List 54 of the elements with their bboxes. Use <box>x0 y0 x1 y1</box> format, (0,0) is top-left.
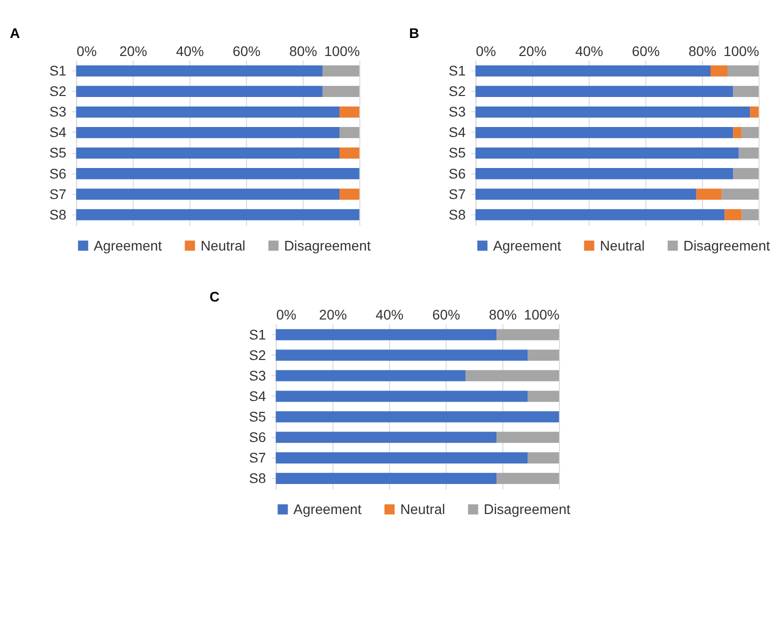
y-tick-label: S1 <box>249 326 266 342</box>
y-tick-label: S5 <box>49 144 67 161</box>
y-tick-label: S4 <box>448 124 466 140</box>
y-tick-label: S1 <box>448 62 466 79</box>
x-tick-label: 80% <box>488 306 517 323</box>
y-tick-label: S6 <box>448 165 466 182</box>
y-tick-label: S3 <box>49 104 67 120</box>
legend-label: Agreement <box>493 237 562 254</box>
x-tick-label: 80% <box>688 43 716 59</box>
y-tick-label: S3 <box>448 104 466 120</box>
x-tick-label: 80% <box>289 43 318 59</box>
x-tick-label: 0% <box>76 43 97 59</box>
y-tick-label: S8 <box>448 206 466 222</box>
legend-label: Neutral <box>400 501 446 518</box>
x-tick-label: 100% <box>524 306 560 323</box>
y-tick-label: S2 <box>49 83 67 100</box>
y-tick-label: S7 <box>448 186 466 202</box>
legend-label: Agreement <box>94 237 162 254</box>
x-tick-label: 40% <box>176 43 204 59</box>
x-tick-label: 100% <box>324 43 360 59</box>
y-tick-label: S7 <box>249 450 266 466</box>
x-tick-label: 60% <box>632 43 660 59</box>
y-tick-label: S5 <box>249 408 266 424</box>
legend-label: Disagreement <box>484 501 570 518</box>
x-tick-label: 60% <box>232 43 260 59</box>
x-tick-label: 0% <box>276 306 296 323</box>
legend-label: Disagreement <box>284 237 371 254</box>
x-tick-label: 40% <box>575 43 604 59</box>
y-tick-label: S1 <box>49 62 67 79</box>
legend-label: Neutral <box>200 237 246 254</box>
x-tick-label: 20% <box>119 43 148 59</box>
y-tick-label: S7 <box>49 186 67 202</box>
y-tick-label: S8 <box>249 470 266 486</box>
chart-title: A <box>10 24 20 41</box>
chart-title: B <box>409 24 420 41</box>
y-tick-label: S3 <box>249 367 266 384</box>
y-tick-label: S8 <box>49 206 67 222</box>
y-tick-label: S5 <box>448 144 466 161</box>
x-tick-label: 40% <box>376 306 404 323</box>
x-tick-label: 100% <box>724 43 760 59</box>
y-tick-label: S4 <box>249 388 266 404</box>
x-tick-label: 20% <box>518 43 546 59</box>
legend-label: Disagreement <box>683 237 770 254</box>
y-tick-label: S2 <box>448 83 466 100</box>
y-tick-label: S4 <box>49 124 67 140</box>
legend-label: Agreement <box>293 501 362 518</box>
y-tick-label: S6 <box>249 428 266 445</box>
chart-title: C <box>210 288 220 305</box>
x-tick-label: 0% <box>476 43 496 59</box>
legend-label: Neutral <box>600 237 645 254</box>
y-tick-label: S6 <box>49 165 67 182</box>
y-tick-label: S2 <box>249 346 266 363</box>
x-tick-label: 20% <box>318 306 347 323</box>
x-tick-label: 60% <box>432 306 460 323</box>
